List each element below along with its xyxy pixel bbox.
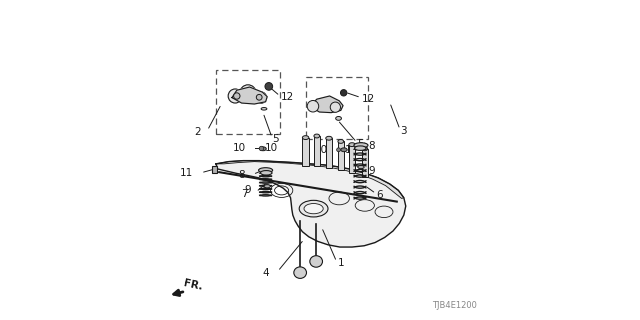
Text: TJB4E1200: TJB4E1200 bbox=[432, 301, 477, 310]
Bar bbox=[216, 70, 280, 134]
Circle shape bbox=[228, 89, 242, 103]
Ellipse shape bbox=[260, 147, 266, 151]
Text: FR.: FR. bbox=[183, 279, 204, 292]
Ellipse shape bbox=[341, 148, 347, 152]
Text: 2: 2 bbox=[195, 127, 201, 137]
Ellipse shape bbox=[294, 267, 307, 278]
Circle shape bbox=[265, 83, 273, 90]
Ellipse shape bbox=[362, 147, 368, 151]
Text: 10: 10 bbox=[315, 145, 328, 155]
Circle shape bbox=[337, 148, 340, 152]
Bar bbox=[349, 145, 355, 173]
Ellipse shape bbox=[300, 200, 328, 217]
Circle shape bbox=[256, 94, 262, 100]
Text: 9: 9 bbox=[244, 185, 251, 196]
Circle shape bbox=[307, 100, 319, 112]
Ellipse shape bbox=[349, 143, 355, 147]
Text: 10: 10 bbox=[345, 145, 358, 155]
Ellipse shape bbox=[304, 204, 323, 214]
Ellipse shape bbox=[336, 116, 342, 120]
Bar bbox=[362, 149, 367, 177]
Bar bbox=[302, 138, 308, 166]
Ellipse shape bbox=[261, 108, 267, 110]
Polygon shape bbox=[310, 96, 343, 113]
Circle shape bbox=[234, 93, 240, 99]
Text: 5: 5 bbox=[357, 139, 364, 149]
Bar bbox=[306, 77, 368, 139]
Text: 10: 10 bbox=[232, 143, 246, 154]
Ellipse shape bbox=[264, 185, 270, 188]
Text: 8: 8 bbox=[369, 141, 375, 151]
Text: 8: 8 bbox=[238, 170, 245, 180]
Text: 7: 7 bbox=[241, 188, 248, 199]
Circle shape bbox=[340, 90, 347, 96]
Ellipse shape bbox=[354, 143, 368, 148]
Ellipse shape bbox=[358, 165, 364, 169]
Text: 11: 11 bbox=[180, 168, 193, 179]
Text: 9: 9 bbox=[368, 166, 374, 176]
Circle shape bbox=[255, 92, 267, 103]
Ellipse shape bbox=[314, 134, 320, 138]
Circle shape bbox=[330, 102, 340, 112]
Bar bbox=[326, 138, 332, 168]
Polygon shape bbox=[216, 161, 406, 247]
Bar bbox=[338, 141, 344, 170]
Ellipse shape bbox=[355, 146, 366, 150]
Polygon shape bbox=[216, 161, 404, 198]
Text: 6: 6 bbox=[376, 190, 383, 200]
Text: 5: 5 bbox=[273, 134, 279, 144]
Circle shape bbox=[259, 146, 264, 151]
Bar bbox=[314, 136, 319, 166]
Text: 3: 3 bbox=[401, 126, 407, 136]
Text: 1: 1 bbox=[338, 258, 344, 268]
Polygon shape bbox=[232, 87, 268, 104]
Ellipse shape bbox=[326, 136, 332, 140]
Ellipse shape bbox=[310, 256, 323, 267]
Text: 12: 12 bbox=[280, 92, 294, 102]
Ellipse shape bbox=[303, 136, 309, 140]
Text: 10: 10 bbox=[265, 143, 278, 154]
Ellipse shape bbox=[338, 140, 344, 143]
Text: 12: 12 bbox=[362, 94, 375, 104]
Bar bbox=[212, 166, 217, 173]
Ellipse shape bbox=[259, 168, 273, 173]
Circle shape bbox=[240, 85, 256, 101]
Ellipse shape bbox=[260, 171, 272, 175]
Text: 4: 4 bbox=[263, 268, 269, 278]
